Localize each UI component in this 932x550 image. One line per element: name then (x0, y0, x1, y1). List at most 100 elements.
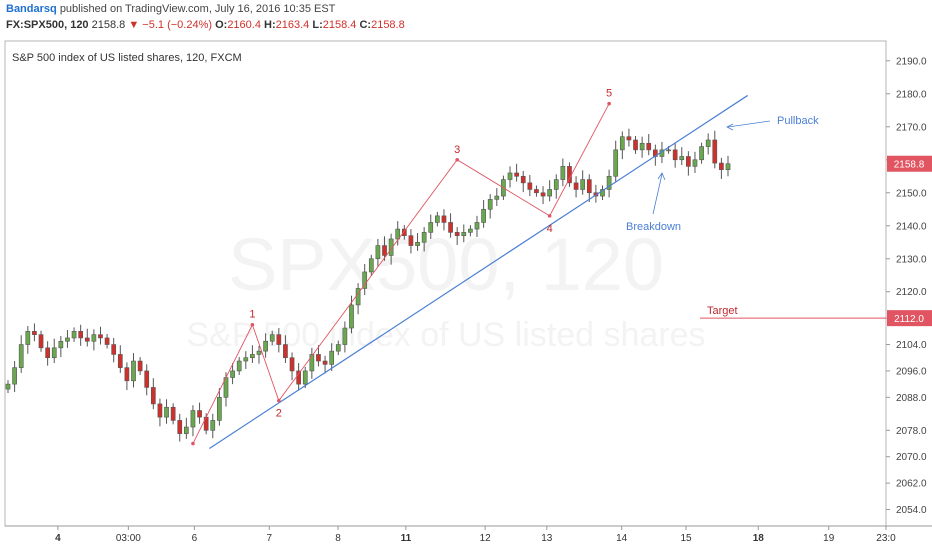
candle-body (586, 179, 592, 194)
candles (5, 128, 731, 442)
candle-body (289, 357, 295, 372)
open-label: O: (215, 19, 228, 31)
y-tick-label: 2130.0 (896, 254, 927, 265)
pullback-arrow-head (726, 123, 734, 131)
candle-body (633, 139, 638, 151)
candle-body (58, 340, 64, 349)
candle-body (230, 370, 235, 378)
candle-body (692, 159, 698, 167)
price-change: −5.1 (−0.24%) (142, 19, 213, 31)
candle-body (197, 410, 202, 418)
candle-body (98, 334, 103, 339)
candle-body (474, 222, 480, 230)
candle-body (527, 182, 533, 190)
candle-body (263, 340, 268, 352)
candle-body (514, 172, 519, 177)
candle-body (626, 136, 632, 141)
y-tick-label: 2104.0 (896, 340, 927, 351)
candle-body (401, 228, 407, 236)
candle-body (322, 360, 328, 365)
candle-body (375, 245, 381, 260)
last-price: 2158.8 (91, 19, 126, 31)
candle-body (137, 360, 143, 372)
candle-body (619, 136, 625, 151)
chart-legend: S&P 500 index of US listed shares, 120, … (12, 52, 242, 64)
wave-point (191, 441, 195, 446)
candle-body (316, 354, 321, 362)
candle-body (5, 383, 11, 390)
x-tick-label: 6 (192, 533, 198, 544)
candle-body (428, 222, 434, 233)
high-value: 2163.4 (275, 19, 310, 31)
candle-body (236, 360, 242, 372)
wave-label: 2 (276, 408, 282, 420)
candle-body (705, 139, 711, 147)
candle-body (686, 156, 691, 167)
wave-label: 5 (606, 88, 612, 100)
candle-body (613, 149, 619, 177)
low-value: 2158.4 (322, 19, 357, 31)
candle-body (421, 232, 427, 243)
low-label: L: (312, 19, 323, 31)
y-tick-label: 2180.0 (896, 89, 927, 100)
candle-body (468, 228, 473, 233)
candle-body (217, 397, 222, 421)
x-tick-label: 23:0 (876, 533, 896, 544)
candle-body (51, 347, 57, 359)
x-tick-label: 18 (753, 533, 765, 544)
y-tick-label: 2088.0 (896, 393, 927, 404)
candle-body (190, 410, 196, 428)
candle-body (45, 347, 50, 359)
candle-body (250, 354, 255, 359)
candle-body (507, 172, 513, 180)
plot-area (4, 40, 887, 527)
price-badge (887, 155, 932, 172)
candle-body (547, 189, 552, 197)
y-tick-label: 2070.0 (896, 452, 927, 463)
published-text: published on TradingView.com, July 16, 2… (59, 3, 336, 15)
candle-body (296, 370, 301, 385)
candle-body (520, 175, 526, 184)
candle-body (335, 344, 341, 352)
candle-body (699, 146, 704, 161)
y-tick-label: 2120.0 (896, 287, 927, 298)
candle-body (494, 195, 500, 200)
candle-body (18, 344, 24, 368)
candle-body (131, 360, 136, 382)
y-tick-label: 2170.0 (896, 122, 927, 133)
candle-body (540, 192, 546, 197)
watermark-symbol: SPX500, 120 (228, 223, 664, 306)
wave-label: 4 (547, 223, 553, 235)
close-label: C: (359, 19, 372, 31)
candle-body (441, 215, 447, 223)
x-tick-label: 11 (401, 533, 412, 544)
candle-body (124, 367, 130, 382)
candle-body (712, 139, 718, 164)
breakdown-label: Breakdown (626, 221, 681, 233)
candle-body (679, 156, 685, 161)
candle-body (580, 179, 586, 190)
wave-point (277, 398, 281, 403)
candle-body (91, 334, 97, 342)
candle-body (150, 387, 156, 405)
candle-body (573, 182, 579, 190)
x-tick-label: 19 (823, 533, 835, 544)
y-tick-label: 2054.0 (896, 505, 927, 516)
candle-body (184, 426, 189, 434)
author-name[interactable]: Bandarsq (6, 3, 57, 15)
wave-point (607, 101, 611, 106)
candle-body (461, 232, 467, 236)
candle-body (144, 370, 150, 388)
high-label: H: (264, 19, 276, 31)
candle-body (243, 357, 249, 362)
candle-body (725, 163, 731, 170)
price-badge-text: 2112.0 (894, 314, 924, 325)
candle-body (329, 350, 335, 365)
candle-body (78, 331, 84, 339)
candle-body (382, 245, 387, 256)
candle-body (349, 304, 354, 329)
trendline (209, 94, 749, 449)
breakdown-arrow-head (657, 172, 666, 181)
x-tick-label: 8 (335, 533, 341, 544)
